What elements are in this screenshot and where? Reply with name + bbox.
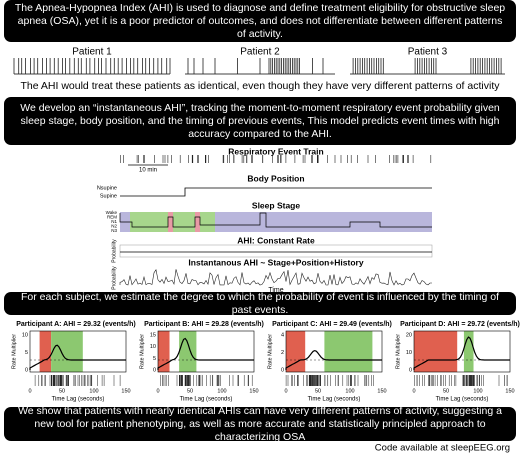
axis-label: Time Lag (seconds)	[308, 397, 361, 403]
y-tick-label: 10	[150, 344, 156, 350]
spike-train	[13, 58, 171, 74]
x-tick-label: 100	[217, 388, 226, 394]
y-tick-label: 0	[281, 367, 284, 373]
y-tick-label: 20	[406, 332, 412, 338]
x-tick-label: 150	[121, 388, 130, 394]
x-tick-label: 150	[249, 388, 258, 394]
stage-band	[168, 212, 173, 232]
spike-train	[414, 375, 508, 386]
x-tick-label: 50	[315, 388, 321, 394]
axis-label: N2	[111, 224, 117, 229]
patient-label: Patient 2	[240, 47, 280, 58]
x-tick-label: 150	[505, 388, 514, 394]
banner: For each subject, we estimate the degree…	[4, 291, 516, 316]
x-tick-label: 0	[412, 388, 415, 394]
y-tick-label: 10	[406, 350, 412, 356]
panel-title: Respiratory Event Train	[228, 146, 323, 156]
axis-label: Probability	[111, 239, 117, 263]
region	[463, 331, 474, 372]
patient-label: Patient 3	[408, 47, 448, 58]
plot-frame	[285, 330, 383, 373]
y-tick-label: 0	[409, 367, 412, 373]
axis-label: N3	[111, 228, 117, 233]
spike-train	[34, 375, 121, 386]
axis-label: Rate Multiplier	[139, 334, 145, 369]
panel-title: AHI: Constant Rate	[237, 235, 315, 245]
axis-label: Supine	[100, 193, 117, 199]
rate-curve	[285, 349, 382, 370]
x-tick-label: 100	[89, 388, 98, 394]
spike-train	[160, 375, 253, 386]
patient-label: Patient 1	[72, 47, 112, 58]
stage-band	[195, 212, 200, 232]
region	[324, 331, 373, 372]
x-tick-label: 50	[187, 388, 193, 394]
rate-curve	[157, 337, 254, 370]
panel-title: Participant A: AHI = 29.32 (events/h)	[16, 321, 136, 328]
panel-title: Participant D: AHI = 29.72 (events/h)	[400, 321, 520, 328]
plot-frame	[29, 330, 127, 373]
y-tick-label: 0	[153, 367, 156, 373]
spike-train	[187, 58, 324, 74]
region	[39, 331, 52, 372]
axis-label: Time	[268, 287, 283, 294]
stage-trace	[119, 212, 432, 228]
banner: We develop an “instantaneous AHI”, track…	[4, 97, 516, 145]
axis-label: REM	[107, 215, 117, 220]
x-tick-label: 50	[443, 388, 449, 394]
banner: The Apnea-Hypopnea Index (AHI) is used t…	[4, 0, 516, 42]
y-tick-label: 0	[25, 367, 28, 373]
axis-label: Time Lag (seconds)	[52, 397, 105, 403]
x-tick-label: 0	[156, 388, 159, 394]
panel-title: Body Position	[247, 173, 304, 183]
y-tick-label: 5	[25, 350, 28, 356]
axis-label: Rate Multiplier	[11, 334, 17, 369]
y-tick-label: 2	[281, 350, 284, 356]
rate-curve	[413, 336, 510, 370]
x-tick-label: 100	[345, 388, 354, 394]
footer: Code available at sleepEEG.org	[375, 443, 510, 453]
scale-label: 10 min	[139, 168, 157, 174]
instantaneous-trace	[119, 269, 432, 286]
region	[286, 331, 306, 372]
plot-frame	[413, 330, 511, 373]
y-tick-label: 15	[150, 332, 156, 338]
region	[414, 331, 458, 372]
plot-frame	[119, 244, 433, 258]
x-tick-label: 100	[473, 388, 482, 394]
region	[158, 331, 170, 372]
x-tick-label: 0	[28, 388, 31, 394]
caption: The AHI would treat these patients as id…	[20, 80, 500, 92]
region	[179, 331, 197, 372]
axis-label: Time Lag (seconds)	[436, 397, 489, 403]
axis-label: Time Lag (seconds)	[180, 397, 233, 403]
panel-title: Participant C: AHI = 29.49 (events/h)	[272, 321, 392, 328]
banner: We show that patients with nearly identi…	[4, 405, 516, 443]
axis-label: Rate Multiplier	[267, 334, 273, 369]
x-tick-label: 150	[377, 388, 386, 394]
plot-frame	[157, 330, 255, 373]
spike-train	[352, 58, 502, 74]
axis-label: Probability	[111, 266, 117, 290]
y-tick-label: 10	[22, 332, 28, 338]
axis-label: N1	[111, 219, 117, 224]
spike-train	[285, 375, 374, 386]
x-tick-label: 0	[284, 388, 287, 394]
axis-label: Rate Multiplier	[395, 334, 401, 369]
spike-train	[120, 155, 432, 163]
x-tick-label: 50	[59, 388, 65, 394]
axis-label: Nsupine	[97, 185, 117, 191]
rate-curve	[29, 344, 126, 370]
y-tick-label: 4	[281, 332, 284, 338]
panel-title: Instantanous AHI ~ Stage+Position+Histor…	[188, 257, 363, 267]
y-tick-label: 5	[153, 356, 156, 362]
panel-title: Participant B: AHI = 29.28 (events/h)	[144, 321, 264, 328]
region	[51, 331, 83, 372]
axis-label: Wake	[106, 210, 118, 215]
position-trace	[120, 187, 432, 197]
panel-title: Sleep Stage	[252, 200, 300, 210]
